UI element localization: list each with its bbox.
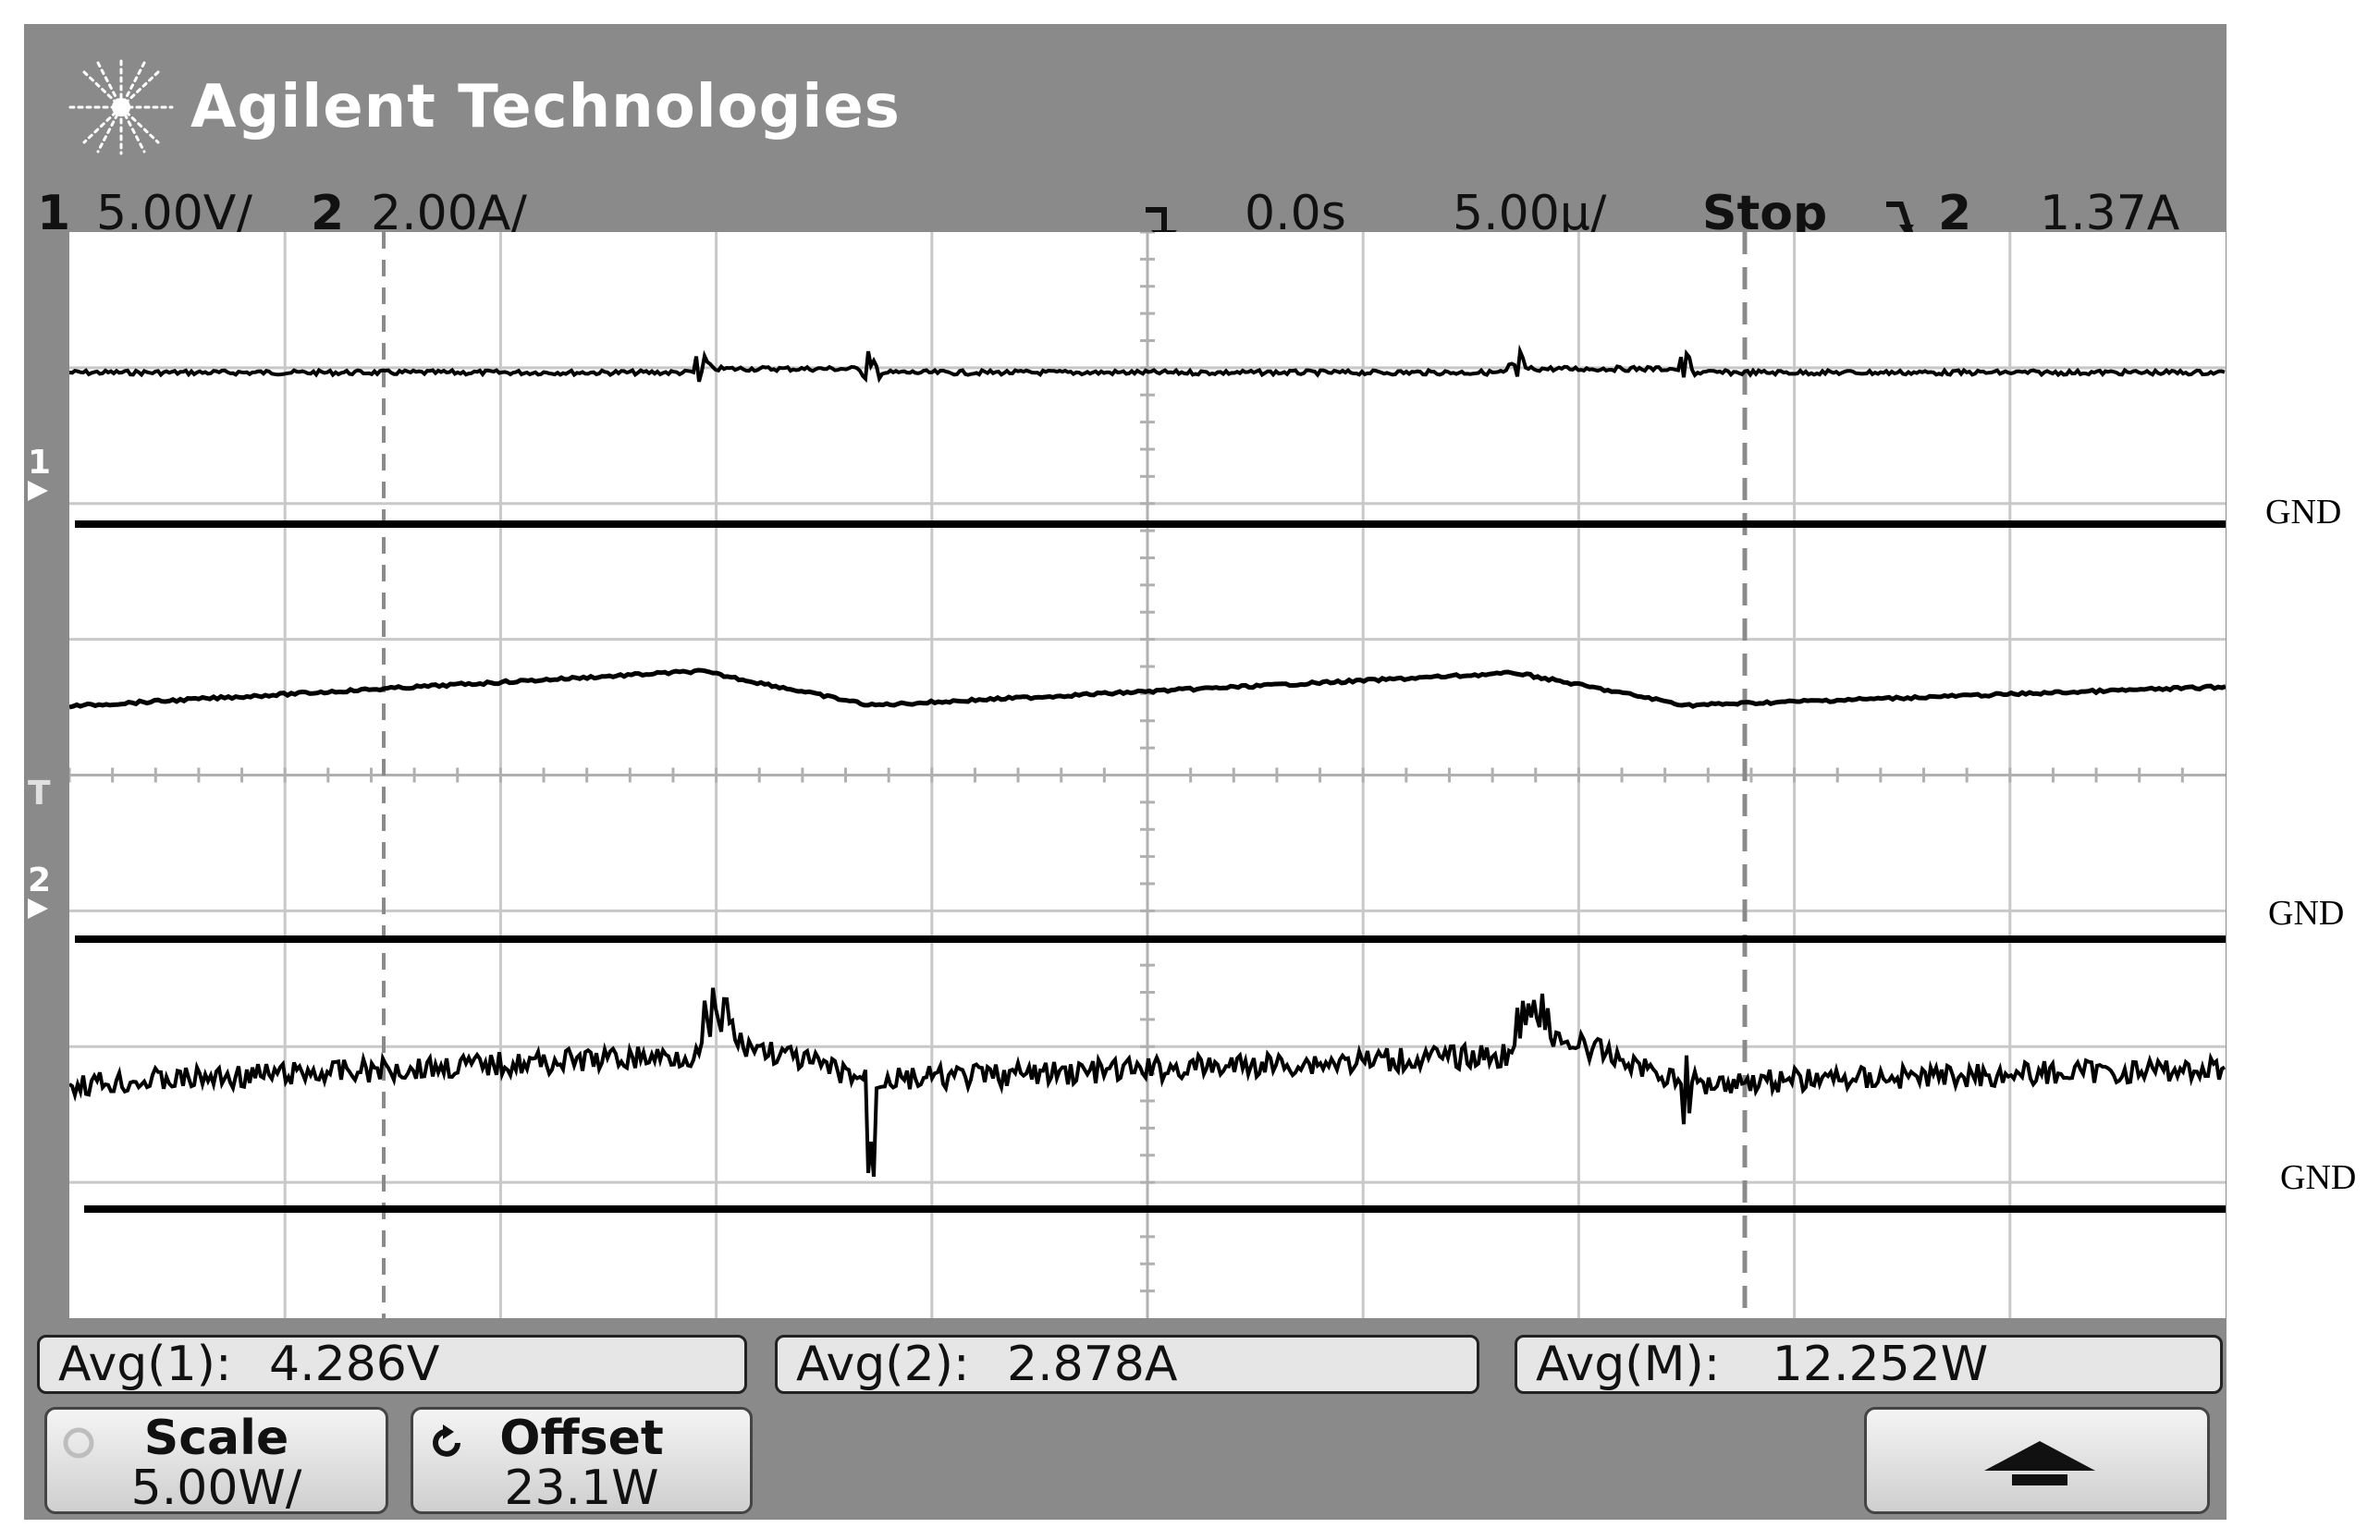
up-arrow-softkey[interactable] [1864, 1407, 2210, 1514]
ground-marker-icon [28, 481, 48, 501]
scale-value: 5.00W/ [130, 1461, 302, 1516]
graticule [69, 232, 2226, 1318]
entry-knob-icon [433, 1424, 460, 1457]
ground-lines [75, 520, 2226, 1213]
measurement-label: Avg(M): [1536, 1337, 1721, 1392]
ch2-ground-marker[interactable]: 2 [28, 864, 65, 932]
trigger-marker-label: T [28, 775, 51, 813]
gnd-label-ch2: GND [2268, 894, 2345, 933]
entry-knob-icon [63, 1427, 94, 1459]
ground-marker-icon [28, 898, 48, 919]
brand-header: Agilent Technologies [61, 52, 901, 163]
measurement-value: 12.252W [1772, 1337, 1989, 1392]
trace-ch1 [69, 344, 2226, 384]
gnd-label-math: GND [2280, 1158, 2357, 1197]
measurement-label: Avg(1): [58, 1337, 232, 1392]
measurement-avg-ch1: Avg(1): 4.286V [37, 1335, 747, 1394]
scale-softkey[interactable]: Scale 5.00W/ [44, 1407, 388, 1514]
trace-math [69, 987, 2226, 1178]
ch2-marker-label: 2 [28, 862, 52, 899]
measurement-avg-ch2: Avg(2): 2.878A [775, 1335, 1479, 1394]
trace-ch2 [69, 667, 2226, 710]
cursor-lines [382, 232, 1748, 1318]
oscilloscope-display: Agilent Technologies 1 5.00V/ 2 2.00A/ 0… [24, 24, 2227, 1520]
ch1-ground-marker[interactable]: 1 [28, 446, 65, 514]
ch1-number[interactable]: 1 [37, 186, 71, 241]
scale-title: Scale [143, 1411, 289, 1466]
measurement-avg-math: Avg(M): 12.252W [1515, 1335, 2223, 1394]
measurement-label: Avg(2): [796, 1337, 970, 1392]
offset-value: 23.1W [504, 1461, 659, 1516]
measurement-value: 2.878A [1007, 1337, 1178, 1392]
waveform-plot [69, 232, 2226, 1318]
up-arrow-icon [1984, 1441, 2095, 1485]
softkey-bar: Scale 5.00W/ Offset 23.1W [24, 1403, 2227, 1520]
measurement-value: 4.286V [269, 1337, 440, 1392]
gnd-label-ch1: GND [2265, 493, 2342, 532]
offset-softkey[interactable]: Offset 23.1W [411, 1407, 753, 1514]
trigger-level-marker[interactable]: T [28, 777, 65, 824]
measurement-bar: Avg(1): 4.286V Avg(2): 2.878A Avg(M): 12… [24, 1327, 2227, 1403]
offset-title: Offset [499, 1411, 664, 1466]
brand-name: Agilent Technologies [190, 73, 901, 141]
agilent-spark-icon [68, 59, 174, 155]
waveform-screen [69, 232, 2226, 1318]
ch1-marker-label: 1 [28, 444, 52, 482]
